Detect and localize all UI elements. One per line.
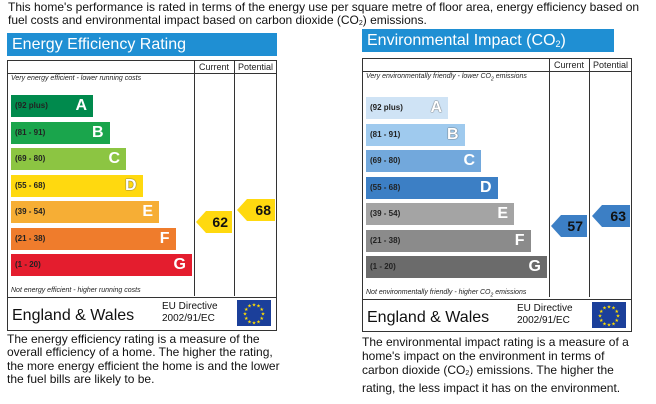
rating-band-d: (55 - 68) D: [11, 174, 143, 197]
band-range: (39 - 54): [15, 207, 46, 216]
environment-potential-arrow: 63: [592, 205, 630, 227]
svg-text:★: ★: [247, 319, 252, 325]
svg-text:★: ★: [611, 321, 616, 327]
energy-bottom-note: Not energy efficient - higher running co…: [11, 287, 141, 294]
environment-panel-title: Environmental Impact (CO2) Rating: [362, 29, 614, 76]
svg-text:★: ★: [261, 312, 266, 318]
rating-band-b: (81 - 91) B: [11, 121, 110, 144]
svg-text:★: ★: [260, 316, 265, 322]
band-range: (55 - 68): [370, 182, 401, 192]
svg-text:★: ★: [252, 303, 257, 309]
svg-text:★: ★: [602, 306, 607, 312]
rating-band-e: (39 - 54) E: [11, 201, 159, 223]
svg-text:★: ★: [244, 307, 249, 313]
energy-potential-arrow: 68: [237, 199, 275, 221]
band-range: (55 - 68): [15, 180, 46, 190]
band-letter: B: [446, 125, 459, 143]
svg-text:★: ★: [607, 305, 612, 311]
band-letter: D: [124, 176, 137, 194]
environmental-impact-panel: Environmental Impact (CO2) Rating Curren…: [362, 29, 632, 399]
environment-description: The environmental impact rating is a mea…: [362, 335, 629, 395]
energy-description: The energy efficiency rating is a measur…: [7, 332, 280, 386]
band-letter: A: [75, 97, 87, 114]
band-range: (92 plus): [15, 101, 48, 110]
svg-text:★: ★: [615, 318, 620, 324]
band-letter: A: [430, 99, 442, 116]
svg-text:★: ★: [607, 323, 612, 329]
energy-panel-title: Energy Efficiency Rating: [7, 33, 277, 56]
rating-band-d: (55 - 68) D: [366, 176, 498, 199]
rating-band-c: (69 - 80) C: [366, 150, 481, 172]
eu-flag-icon: ★ ★ ★ ★ ★ ★ ★ ★ ★ ★ ★ ★: [237, 300, 271, 327]
svg-text:★: ★: [599, 309, 604, 315]
svg-text:★: ★: [602, 321, 607, 327]
svg-text:★: ★: [599, 318, 604, 324]
energy-current-value: 62: [212, 214, 228, 230]
intro-text: This home's performance is rated in term…: [8, 0, 640, 27]
rating-band-a: (92 plus) A: [11, 95, 93, 117]
rating-band-e: (39 - 54) E: [366, 203, 514, 225]
rating-band-c: (69 - 80) C: [11, 148, 126, 170]
band-letter: G: [528, 258, 541, 275]
environment-col-current: Current: [553, 60, 584, 70]
rating-band-g: (1 - 20) G: [11, 254, 192, 276]
environment-current-arrow: 57: [551, 215, 587, 237]
svg-text:★: ★: [244, 316, 249, 322]
band-range: (81 - 91): [370, 129, 401, 139]
band-letter: F: [159, 229, 170, 247]
energy-top-note: Very energy efficient - lower running co…: [11, 75, 142, 82]
environment-current-value: 57: [567, 218, 583, 234]
environment-chart-frame: Current Potential Very environmentally f…: [362, 58, 632, 332]
energy-chart-frame: Current Potential Very energy efficient …: [7, 60, 277, 331]
svg-text:★: ★: [598, 314, 603, 320]
svg-text:★: ★: [243, 312, 248, 318]
svg-text:★: ★: [260, 307, 265, 313]
band-range: (81 - 91): [15, 127, 46, 137]
band-range: (21 - 38): [15, 233, 46, 243]
band-letter: E: [142, 203, 153, 220]
energy-directive: EU Directive 2002/91/EC: [162, 301, 218, 324]
energy-region: England & Wales: [12, 307, 135, 324]
band-letter: B: [91, 123, 104, 141]
rating-band-a: (92 plus) A: [366, 97, 448, 119]
eu-flag-icon: ★ ★ ★ ★ ★ ★ ★ ★ ★ ★ ★ ★: [592, 302, 626, 329]
rating-band-b: (81 - 91) B: [366, 123, 465, 146]
rating-band-g: (1 - 20) G: [366, 256, 547, 278]
environment-col-potential: Potential: [592, 60, 629, 70]
band-letter: G: [173, 256, 186, 273]
svg-text:★: ★: [252, 321, 257, 327]
band-letter: C: [108, 150, 120, 167]
band-letter: D: [479, 178, 492, 196]
energy-col-current: Current: [198, 62, 229, 72]
environment-bottom-note: Not environmentally friendly - higher CO…: [366, 289, 527, 299]
environment-directive: EU Directive 2002/91/EC: [517, 303, 573, 326]
band-range: (69 - 80): [370, 156, 401, 165]
band-letter: C: [463, 152, 475, 169]
band-range: (1 - 20): [370, 262, 396, 271]
svg-text:★: ★: [611, 306, 616, 312]
band-range: (1 - 20): [15, 260, 41, 269]
energy-potential-value: 68: [255, 202, 271, 218]
rating-band-f: (21 - 38) F: [366, 229, 531, 252]
band-range: (92 plus): [370, 103, 403, 112]
svg-text:★: ★: [256, 304, 261, 310]
environment-region: England & Wales: [367, 309, 490, 326]
band-letter: F: [514, 231, 525, 249]
svg-text:★: ★: [616, 314, 621, 320]
band-range: (69 - 80): [15, 154, 46, 163]
band-letter: E: [497, 205, 508, 222]
environment-top-note: Very environmentally friendly - lower CO…: [366, 73, 527, 83]
energy-efficiency-panel: Energy Efficiency Rating Current Potenti…: [7, 33, 280, 386]
svg-text:★: ★: [615, 309, 620, 315]
band-range: (21 - 38): [370, 235, 401, 245]
band-range: (39 - 54): [370, 209, 401, 218]
energy-current-arrow: 62: [196, 211, 232, 233]
environment-potential-value: 63: [610, 208, 626, 224]
svg-text:★: ★: [247, 304, 252, 310]
rating-band-f: (21 - 38) F: [11, 227, 176, 250]
energy-col-potential: Potential: [237, 62, 274, 72]
svg-text:★: ★: [256, 319, 261, 325]
